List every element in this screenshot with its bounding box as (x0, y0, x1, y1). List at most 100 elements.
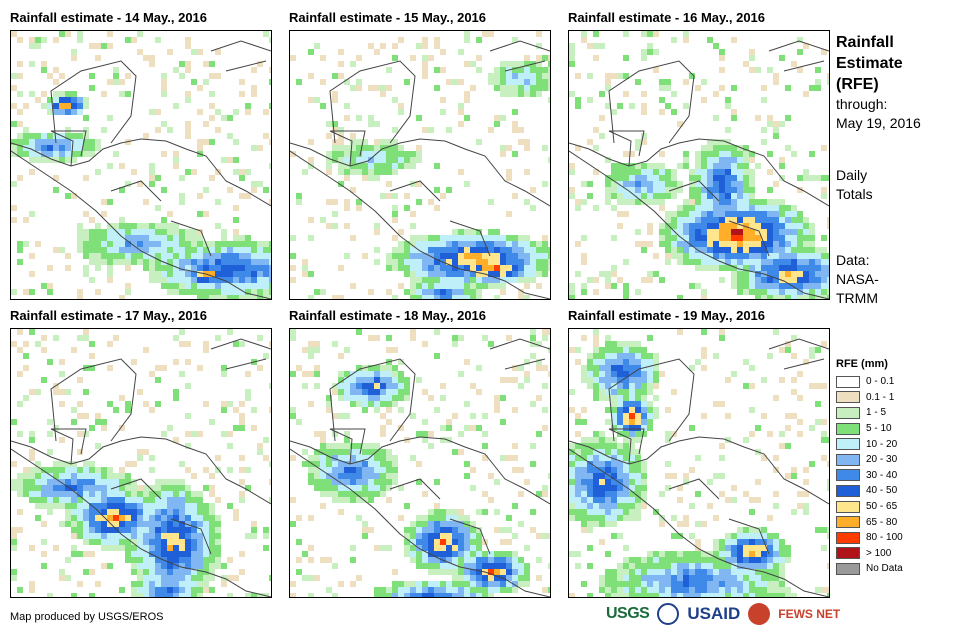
rainfall-cell (707, 503, 713, 509)
rainfall-cell (677, 247, 683, 253)
rainfall-cell (575, 347, 581, 353)
rainfall-cell (779, 581, 785, 587)
rainfall-cell (125, 259, 131, 265)
rainfall-cell (773, 199, 779, 205)
rainfall-cell (185, 265, 191, 271)
rainfall-cell (422, 61, 428, 67)
rainfall-cell (701, 289, 707, 295)
rainfall-cell (29, 437, 35, 443)
rainfall-cell (23, 473, 29, 479)
rainfall-cell (83, 253, 89, 259)
rainfall-cell (659, 175, 665, 181)
rainfall-cell (326, 467, 332, 473)
rainfall-cell (791, 467, 797, 473)
rainfall-cell (65, 265, 71, 271)
rainfall-cell (434, 205, 440, 211)
rainfall-cell (683, 31, 689, 37)
rainfall-cell (599, 43, 605, 49)
rainfall-cell (185, 509, 191, 515)
rainfall-cell (308, 575, 314, 581)
rainfall-cell (410, 247, 416, 253)
rainfall-cell (71, 515, 77, 521)
rainfall-cell (434, 563, 440, 569)
rainfall-cell (452, 247, 458, 253)
rainfall-cell (374, 461, 380, 467)
rainfall-cell (185, 241, 191, 247)
rainfall-cell (233, 277, 239, 283)
rainfall-cell (308, 157, 314, 163)
rainfall-cell (203, 467, 209, 473)
rainfall-cell (374, 121, 380, 127)
rainfall-cell (635, 347, 641, 353)
rainfall-cell (290, 407, 296, 413)
rainfall-cell (743, 217, 749, 223)
rainfall-cell (689, 533, 695, 539)
rainfall-cell (356, 79, 362, 85)
rainfall-cell (524, 241, 530, 247)
rainfall-cell (713, 557, 719, 563)
rainfall-cell (380, 91, 386, 97)
rainfall-cell (647, 187, 653, 193)
rainfall-cell (344, 169, 350, 175)
rainfall-cell (179, 73, 185, 79)
rainfall-cell (731, 283, 737, 289)
rainfall-cell (83, 569, 89, 575)
rainfall-cell (23, 341, 29, 347)
rainfall-cell (41, 61, 47, 67)
rainfall-cell (542, 85, 548, 91)
rainfall-cell (725, 127, 731, 133)
rainfall-cell (257, 181, 263, 187)
rainfall-cell (320, 557, 326, 563)
rainfall-cell (215, 73, 221, 79)
rainfall-cell (290, 497, 296, 503)
rainfall-cell (215, 467, 221, 473)
rainfall-cell (416, 259, 422, 265)
rainfall-cell (593, 431, 599, 437)
rainfall-cell (470, 425, 476, 431)
rainfall-cell (344, 371, 350, 377)
rainfall-cell (647, 581, 653, 587)
rainfall-cell (53, 37, 59, 43)
rainfall-cell (725, 247, 731, 253)
rainfall-cell (173, 485, 179, 491)
rainfall-cell (647, 271, 653, 277)
rainfall-cell (773, 329, 779, 335)
rainfall-cell (569, 473, 575, 479)
rainfall-cell (251, 283, 257, 289)
rainfall-cell (77, 485, 83, 491)
rainfall-cell (725, 193, 731, 199)
rainfall-cell (173, 551, 179, 557)
rainfall-cell (161, 587, 167, 593)
rainfall-cell (629, 569, 635, 575)
rainfall-cell (707, 217, 713, 223)
rainfall-cell (350, 163, 356, 169)
rainfall-cell (314, 289, 320, 295)
rainfall-cell (227, 241, 233, 247)
rainfall-cell (446, 581, 452, 587)
rainfall-cell (605, 79, 611, 85)
rainfall-cell (149, 181, 155, 187)
rainfall-cell (233, 295, 239, 299)
rainfall-cell (695, 229, 701, 235)
rainfall-cell (191, 539, 197, 545)
rainfall-cell (470, 85, 476, 91)
rainfall-cell (434, 503, 440, 509)
rainfall-cell (701, 217, 707, 223)
rainfall-cell (446, 521, 452, 527)
map-credit: Map produced by USGS/EROS (10, 611, 164, 623)
rainfall-cell (761, 527, 767, 533)
rainfall-cell (107, 503, 113, 509)
rainfall-cell (416, 479, 422, 485)
rainfall-cell (464, 97, 470, 103)
rainfall-cell (719, 163, 725, 169)
rainfall-cell (155, 229, 161, 235)
rainfall-cell (605, 283, 611, 289)
rainfall-cell (239, 271, 245, 277)
rainfall-cell (599, 461, 605, 467)
rainfall-cell (671, 473, 677, 479)
rainfall-cell (659, 181, 665, 187)
rainfall-cell (827, 437, 829, 443)
rainfall-cell (665, 253, 671, 259)
rainfall-cell (338, 467, 344, 473)
rainfall-cell (611, 407, 617, 413)
